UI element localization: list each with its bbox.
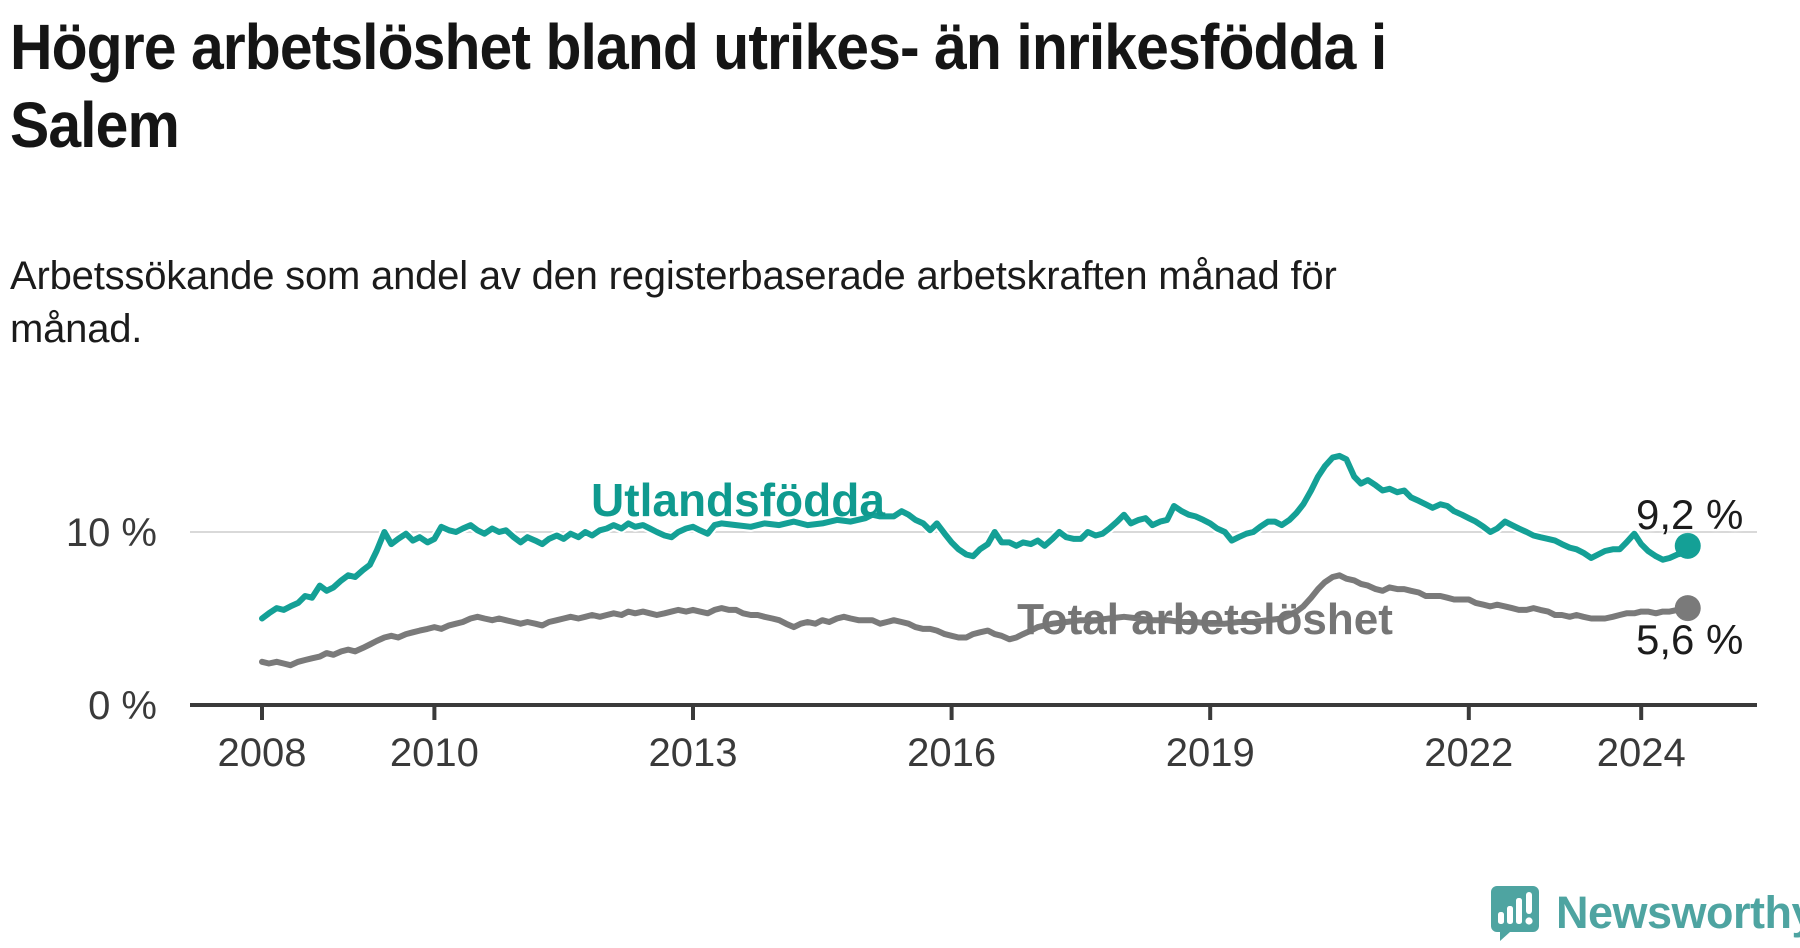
y-axis-label-0: 0 %: [88, 684, 157, 728]
y-axis-label-10: 10 %: [66, 511, 157, 555]
chart-subtitle-line-1: Arbetssökande som andel av den registerb…: [10, 254, 1337, 298]
series-label-utlandsfodda: Utlandsfödda: [591, 474, 885, 526]
newsworthy-speech-bubble-chart-icon: [1491, 886, 1539, 941]
series-end-dot-total: [1674, 595, 1701, 622]
series-line-total: [259, 572, 1691, 669]
series-label-total-arbetsloshet: Total arbetslöshet: [1017, 595, 1393, 644]
series-line-casing-0: [257, 450, 1693, 624]
x-axis-label-2013: 2013: [649, 731, 738, 775]
x-axis-label-2008: 2008: [218, 731, 307, 775]
end-value-label-total: 5,6 %: [1636, 616, 1744, 663]
x-axis-label-2024: 2024: [1597, 731, 1686, 775]
end-value-label-utlandsfodda: 9,2 %: [1636, 491, 1744, 538]
page-title-line-2: Salem: [10, 89, 180, 161]
newsworthy-logo-text: Newsworthy: [1556, 887, 1800, 938]
series-line-utlandsfodda: [259, 452, 1691, 622]
page-title-line-1: Högre arbetslöshet bland utrikes- än inr…: [10, 11, 1387, 83]
chart-subtitle-line-2: månad.: [10, 307, 143, 351]
series-end-dot-utlandsfodda: [1674, 532, 1701, 559]
newsworthy-logo: Newsworthy: [1489, 884, 1800, 942]
x-axis-label-2016: 2016: [907, 731, 996, 775]
chart-subtitle: Arbetssökande som andel av den registerb…: [10, 250, 1337, 356]
x-axis-label-2022: 2022: [1424, 731, 1513, 775]
page-title: Högre arbetslöshet bland utrikes- än inr…: [10, 8, 1506, 164]
x-axis-label-2019: 2019: [1166, 731, 1255, 775]
x-axis-label-2010: 2010: [390, 731, 479, 775]
